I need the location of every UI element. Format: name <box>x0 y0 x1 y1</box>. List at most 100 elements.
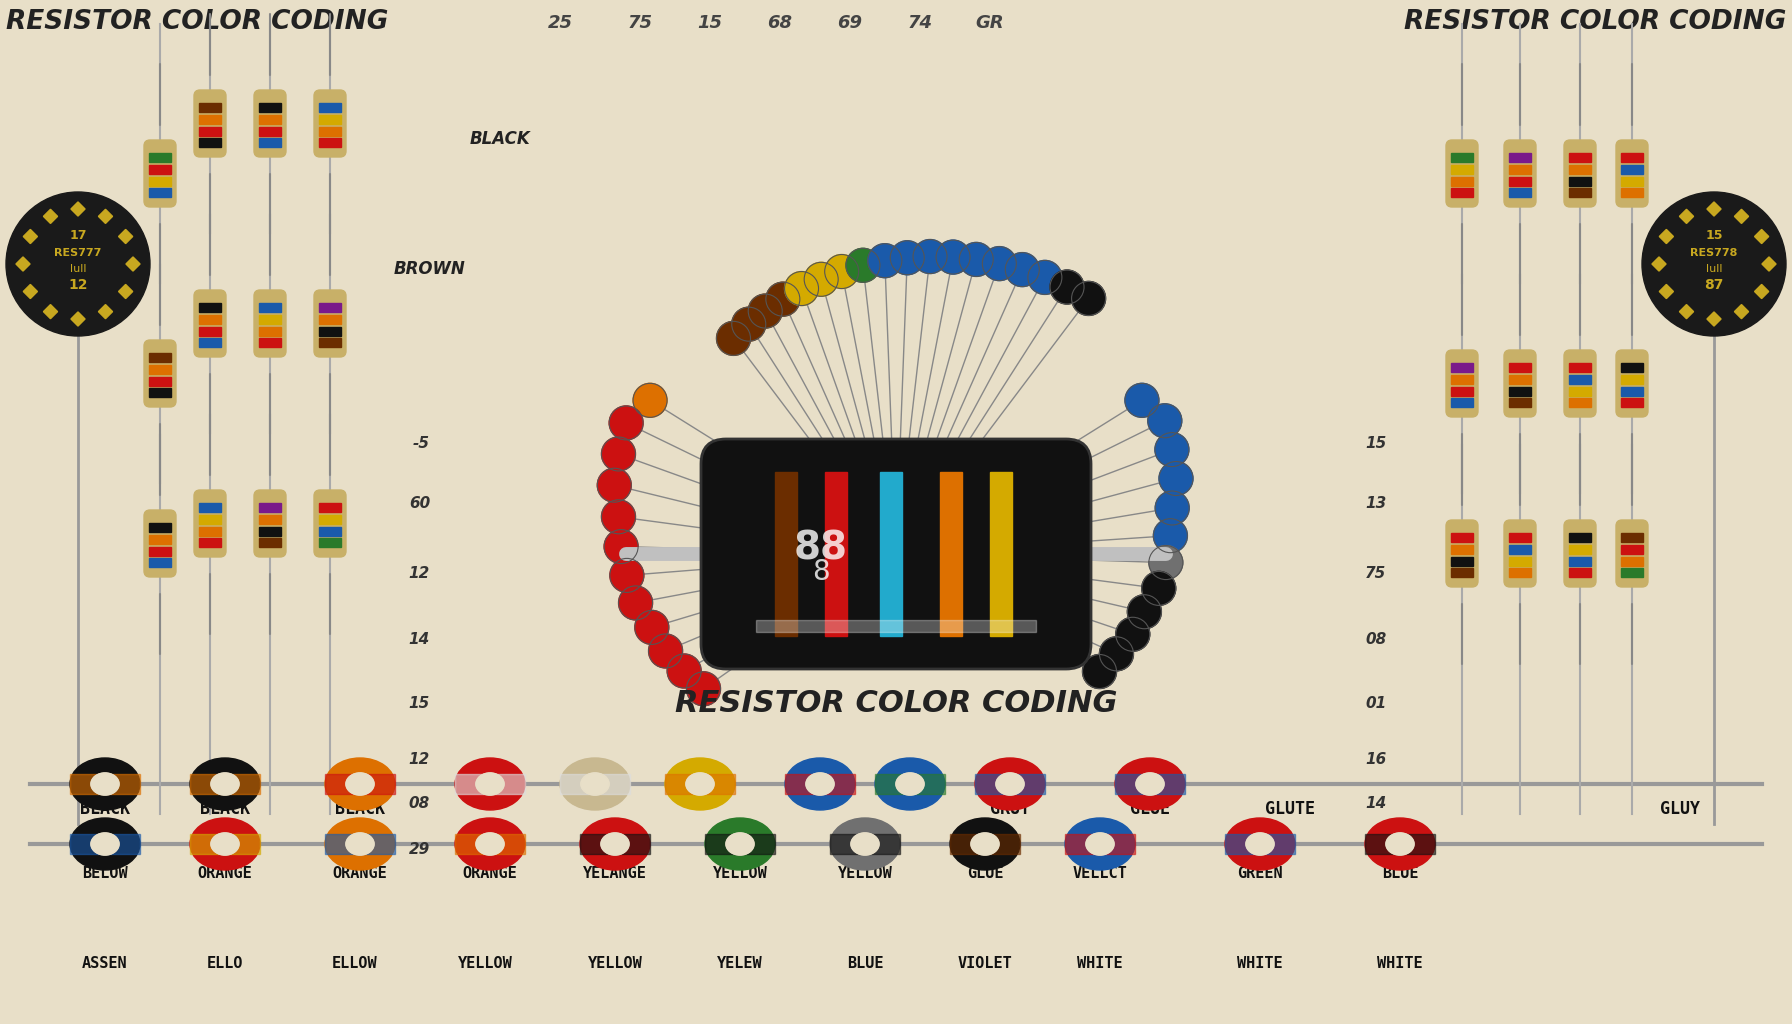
Ellipse shape <box>91 773 118 795</box>
Ellipse shape <box>581 773 609 795</box>
Text: ELLOW: ELLOW <box>332 956 378 972</box>
Text: ORANGE: ORANGE <box>462 866 518 882</box>
Circle shape <box>765 283 799 316</box>
Text: 69: 69 <box>837 14 862 32</box>
Bar <box>319 327 340 336</box>
Bar <box>455 774 525 794</box>
Text: BLACK: BLACK <box>335 800 385 818</box>
Bar <box>1659 229 1674 244</box>
Ellipse shape <box>726 833 754 855</box>
Ellipse shape <box>477 833 504 855</box>
Bar <box>149 188 170 197</box>
Bar <box>199 527 220 536</box>
Bar <box>199 115 220 124</box>
Bar <box>1570 534 1591 542</box>
Text: ASSEN: ASSEN <box>82 956 127 972</box>
FancyBboxPatch shape <box>194 90 226 157</box>
Text: ORANGE: ORANGE <box>197 866 253 882</box>
Bar <box>1452 188 1473 197</box>
Ellipse shape <box>1385 833 1414 855</box>
Circle shape <box>633 383 667 418</box>
Ellipse shape <box>950 818 1020 870</box>
FancyBboxPatch shape <box>194 490 226 557</box>
Ellipse shape <box>896 773 925 795</box>
Ellipse shape <box>190 818 260 870</box>
Circle shape <box>1641 193 1787 336</box>
Bar <box>319 338 340 347</box>
Bar <box>199 338 220 347</box>
Bar <box>125 257 140 271</box>
Bar <box>118 285 133 299</box>
Bar <box>1622 568 1643 577</box>
Bar <box>260 527 281 536</box>
Bar <box>1570 557 1591 566</box>
Bar <box>1509 557 1530 566</box>
Bar <box>1570 165 1591 174</box>
Bar <box>99 304 113 318</box>
Bar <box>319 115 340 124</box>
Circle shape <box>1154 432 1188 467</box>
Ellipse shape <box>600 833 629 855</box>
Bar <box>975 774 1045 794</box>
Text: RESISTOR COLOR CODING: RESISTOR COLOR CODING <box>1403 9 1787 35</box>
Ellipse shape <box>785 758 855 810</box>
Text: RES777: RES777 <box>54 248 102 258</box>
Text: 88: 88 <box>794 530 848 568</box>
Text: ELLO: ELLO <box>206 956 244 972</box>
Text: lull: lull <box>1706 264 1722 274</box>
Bar <box>149 365 170 374</box>
Text: 8: 8 <box>812 558 830 586</box>
Bar <box>1509 375 1530 384</box>
Bar <box>149 535 170 544</box>
Circle shape <box>604 529 638 563</box>
Bar <box>1452 534 1473 542</box>
Ellipse shape <box>874 758 944 810</box>
Bar <box>1708 312 1720 326</box>
Bar <box>72 312 84 326</box>
Circle shape <box>1149 403 1181 438</box>
Text: 12: 12 <box>409 752 430 767</box>
Ellipse shape <box>1136 773 1165 795</box>
Circle shape <box>1142 571 1176 605</box>
Bar <box>70 774 140 794</box>
Bar <box>260 303 281 312</box>
Circle shape <box>935 240 969 274</box>
Text: 29: 29 <box>409 842 430 856</box>
Circle shape <box>1159 462 1193 496</box>
Text: VELLCT: VELLCT <box>1073 866 1127 882</box>
Bar <box>1570 188 1591 197</box>
FancyBboxPatch shape <box>1616 350 1649 417</box>
Text: -5: -5 <box>412 436 430 452</box>
Bar <box>1762 257 1776 271</box>
Bar <box>1452 398 1473 407</box>
Bar <box>1735 304 1749 318</box>
Bar <box>941 472 962 636</box>
Circle shape <box>1125 383 1159 418</box>
Circle shape <box>749 294 783 328</box>
Text: GLUE: GLUE <box>1131 800 1170 818</box>
Bar <box>1622 153 1643 162</box>
FancyBboxPatch shape <box>254 90 287 157</box>
Bar <box>880 472 901 636</box>
Text: BROWN: BROWN <box>394 260 466 278</box>
Circle shape <box>717 322 751 355</box>
Text: 15: 15 <box>1706 229 1722 242</box>
Bar <box>1622 188 1643 197</box>
Bar <box>1226 834 1296 854</box>
Bar <box>149 558 170 567</box>
Ellipse shape <box>346 833 375 855</box>
Circle shape <box>1050 270 1084 304</box>
Bar <box>260 327 281 336</box>
Bar <box>72 202 84 216</box>
Text: 75: 75 <box>1366 566 1387 582</box>
Bar <box>1622 177 1643 186</box>
Circle shape <box>805 262 839 296</box>
Text: RES778: RES778 <box>1690 248 1738 258</box>
Text: BLACK: BLACK <box>201 800 251 818</box>
Ellipse shape <box>996 773 1023 795</box>
Ellipse shape <box>686 773 713 795</box>
Text: 14: 14 <box>1366 797 1387 811</box>
Text: 75: 75 <box>627 14 652 32</box>
Bar <box>785 774 855 794</box>
Bar <box>1659 285 1674 299</box>
